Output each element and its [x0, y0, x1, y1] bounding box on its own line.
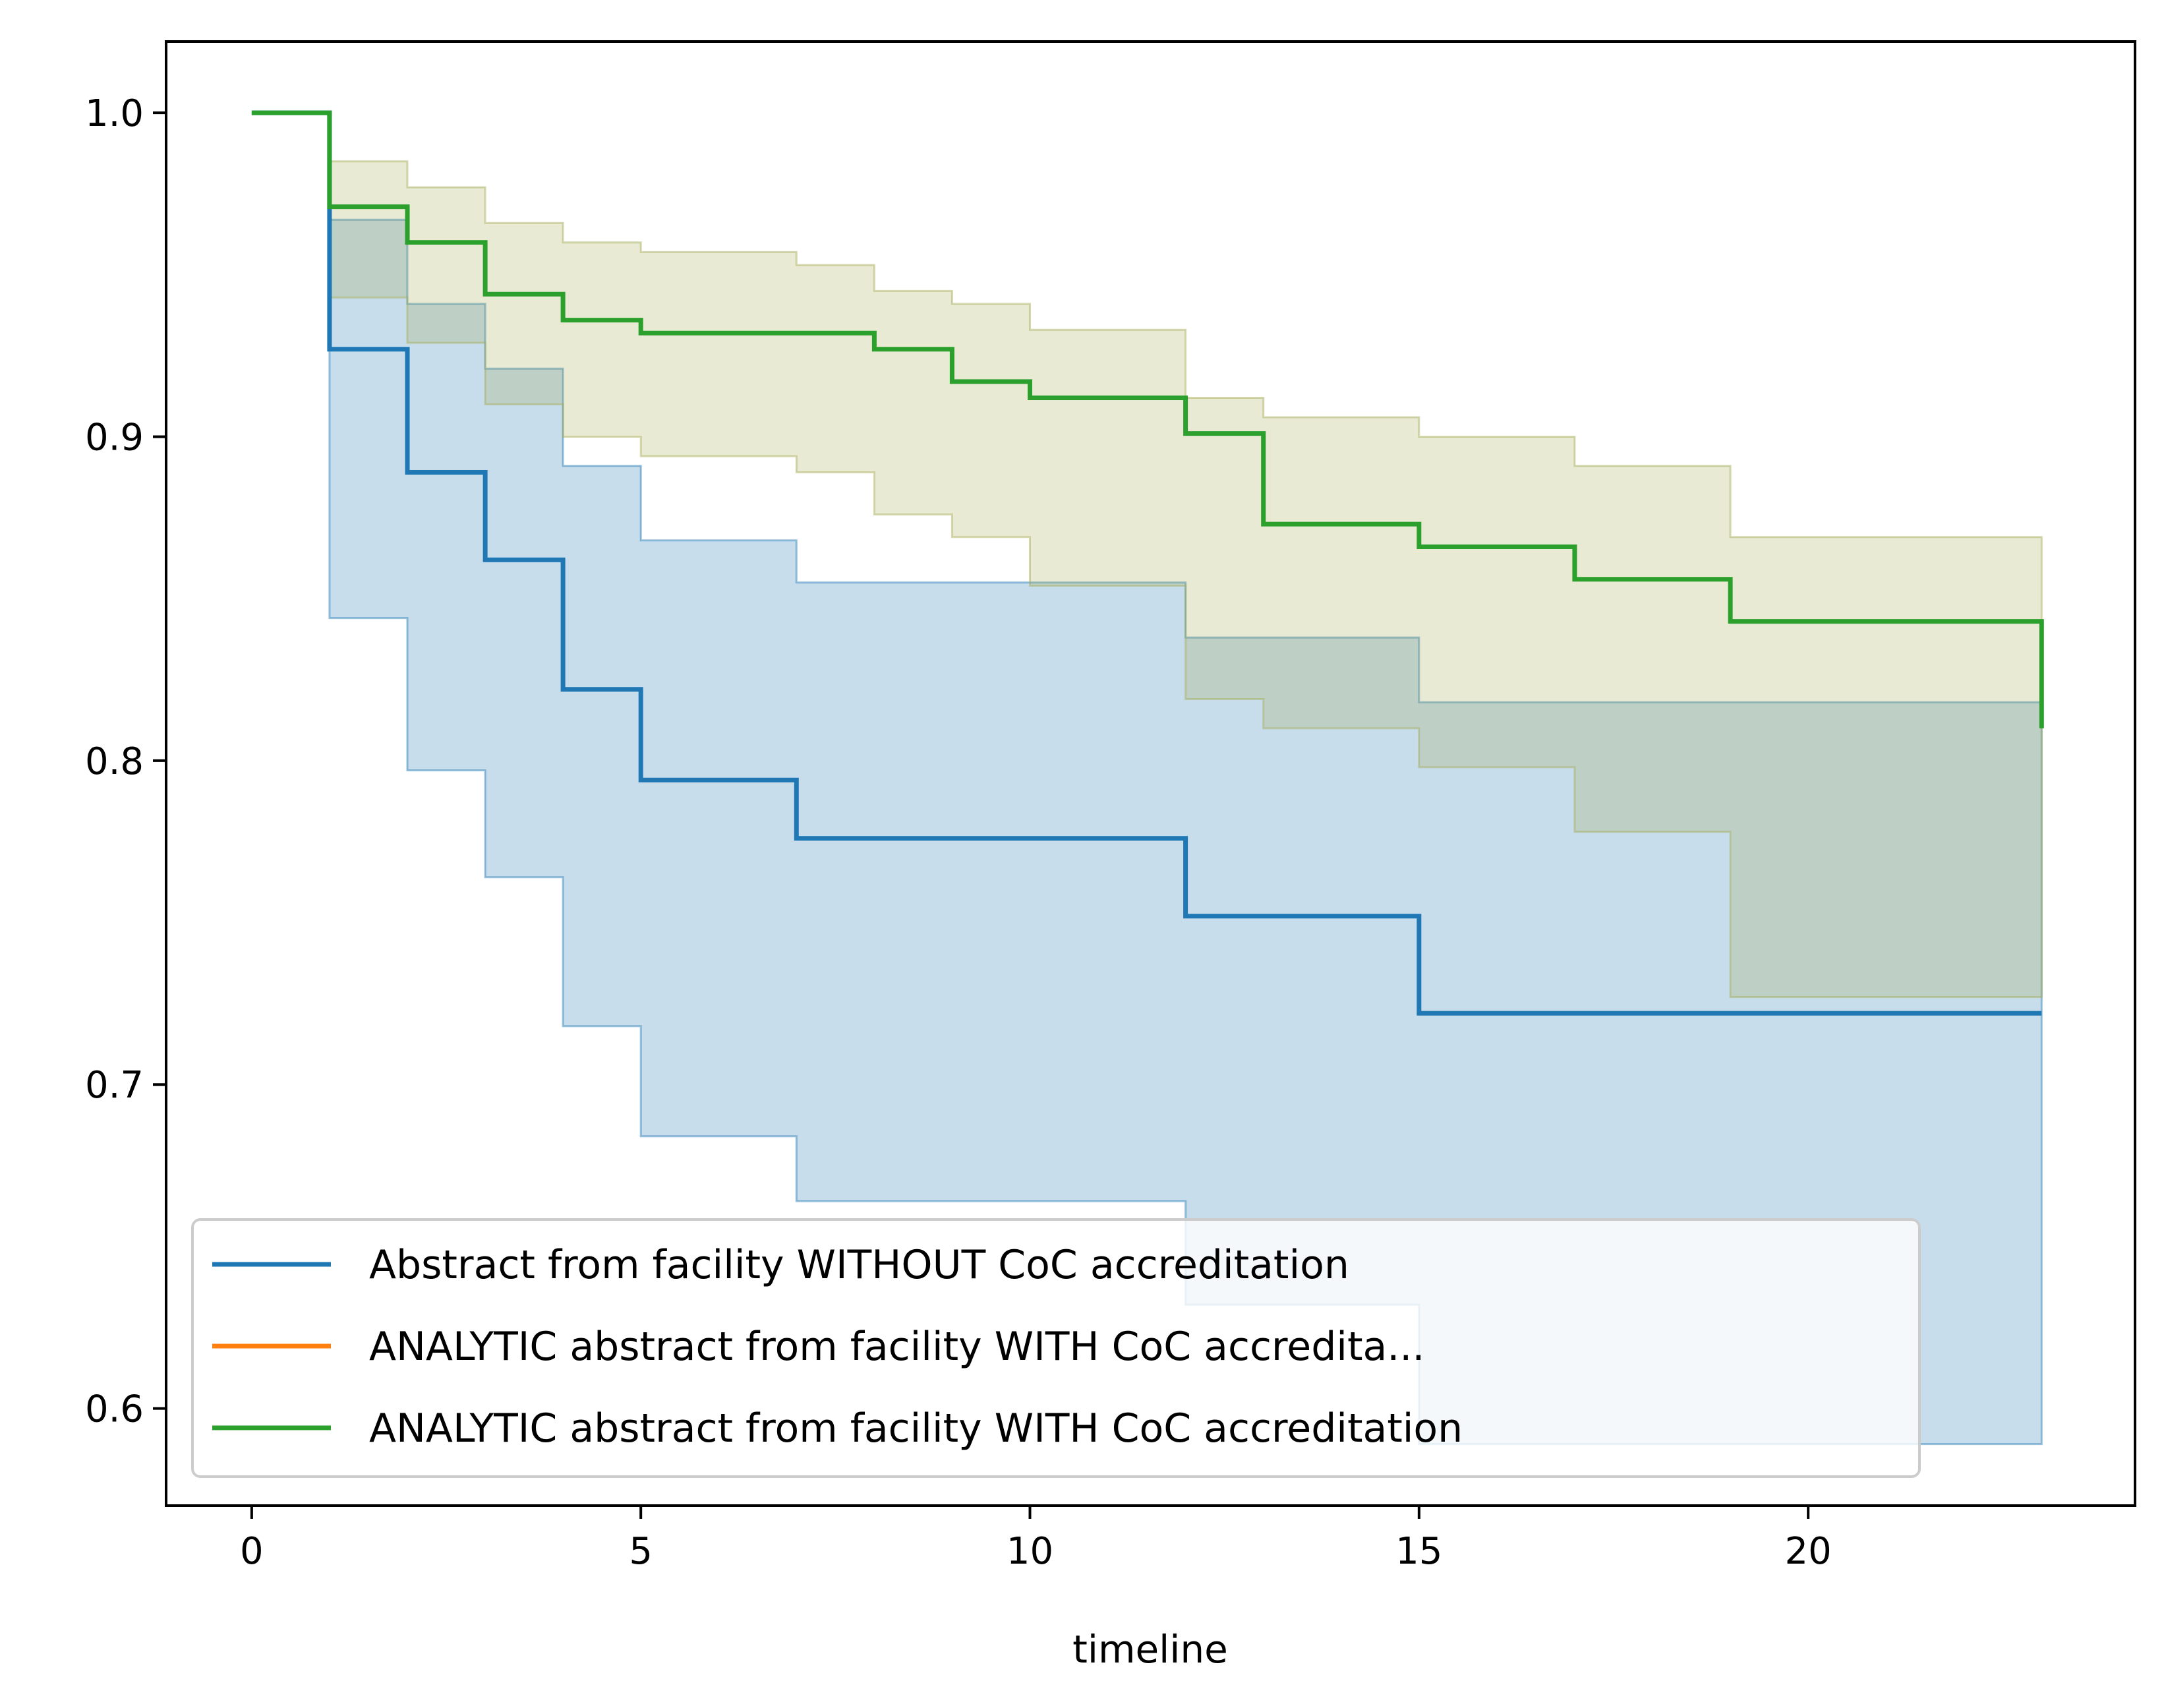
ci-band-series-0	[251, 111, 2043, 1446]
legend-label-series-0: Abstract from facility WITHOUT CoC accre…	[369, 1242, 1349, 1288]
legend-entries: Abstract from facility WITHOUT CoC accre…	[212, 1242, 1463, 1452]
y-tick-label: 1.0	[85, 92, 144, 135]
y-axis-ticks: 0.6 0.7 0.8 0.9 1.0	[85, 92, 166, 1431]
legend-label-series-1: ANALYTIC abstract from facility WITH CoC…	[369, 1324, 1424, 1370]
x-tick-label: 0	[240, 1530, 264, 1573]
x-axis-label: timeline	[1072, 1627, 1228, 1672]
x-axis-ticks: 0 5 10 15 20	[240, 1506, 1832, 1573]
y-tick-label: 0.6	[85, 1388, 144, 1431]
y-tick-label: 0.9	[85, 416, 144, 459]
x-tick-label: 5	[629, 1530, 653, 1573]
survival-line-series-0	[251, 110, 2042, 1016]
y-tick-label: 0.8	[85, 740, 144, 783]
legend-box	[191, 1218, 1921, 1478]
x-tick-label: 10	[1007, 1530, 1053, 1573]
plot-frame	[165, 40, 2136, 1507]
survival-lines	[251, 110, 2044, 1016]
y-tick-label: 0.7	[85, 1064, 144, 1107]
legend-label-series-2: ANALYTIC abstract from facility WITH CoC…	[369, 1405, 1463, 1452]
x-tick-label: 20	[1785, 1530, 1832, 1573]
legend: Abstract from facility WITHOUT CoC accre…	[191, 1218, 1921, 1478]
x-tick-label: 15	[1395, 1530, 1442, 1573]
survival-line-series-2	[251, 110, 2044, 728]
